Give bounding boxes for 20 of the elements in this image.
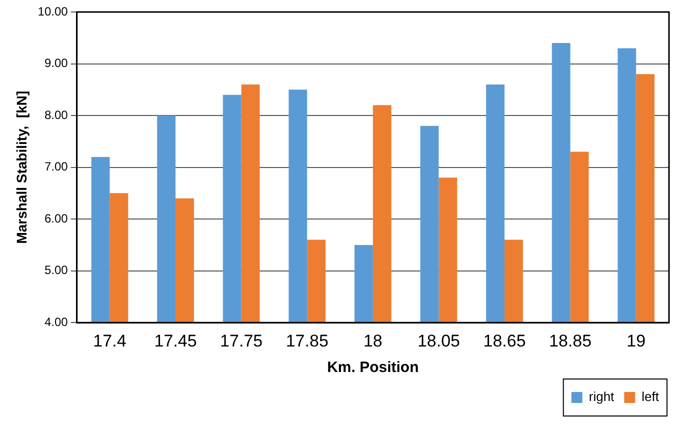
x-tick-label: 18.85 bbox=[549, 331, 592, 350]
x-tick-label: 17.4 bbox=[93, 331, 126, 350]
x-axis-title: Km. Position bbox=[327, 359, 419, 376]
x-tick-label: 18.65 bbox=[483, 331, 526, 350]
legend-label: right bbox=[588, 389, 615, 404]
x-tick-label: 17.75 bbox=[220, 331, 263, 350]
y-tick-label: 8.00 bbox=[44, 108, 68, 122]
y-tick-label: 10.00 bbox=[38, 4, 68, 18]
x-tick-label: 17.45 bbox=[154, 331, 197, 350]
x-tick-label: 18 bbox=[363, 331, 382, 350]
x-tick-label: 18.05 bbox=[417, 331, 460, 350]
y-tick-label: 7.00 bbox=[44, 160, 68, 174]
y-tick-label: 9.00 bbox=[44, 56, 68, 70]
y-tick-label: 5.00 bbox=[44, 263, 68, 278]
y-axis-title: Marshall Stability, [kN] bbox=[13, 90, 30, 244]
x-tick-label: 17.85 bbox=[286, 331, 328, 350]
y-tick-label: 4.00 bbox=[44, 314, 68, 329]
legend-label: left bbox=[642, 389, 660, 404]
x-tick-label: 19 bbox=[626, 331, 646, 350]
y-tick-label: 6.00 bbox=[44, 211, 68, 226]
